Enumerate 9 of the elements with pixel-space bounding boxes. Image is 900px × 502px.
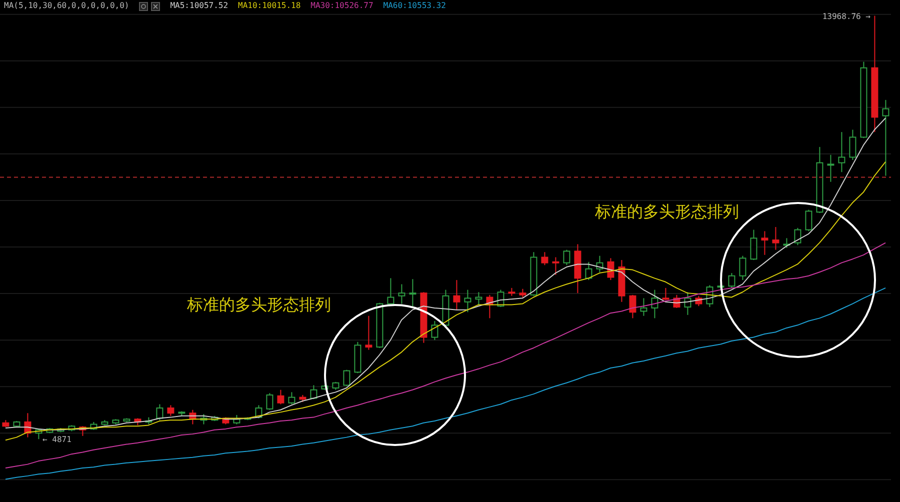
annotation: 13968.76 → (822, 12, 871, 21)
text: MA30:10526.77 (310, 1, 374, 11)
text: MA10:10015.18 (238, 1, 301, 11)
annotation: 标准的多头形态排列 (594, 202, 739, 221)
annotation: ← 4871 (42, 435, 72, 444)
legend-title: MA(5,10,30,60,0,0,0,0,0,0) (4, 1, 130, 11)
text: MA60:10553.32 (383, 1, 446, 11)
text: MA5:10057.52 (170, 1, 228, 11)
annotation: 标准的多头形态排列 (186, 295, 331, 314)
